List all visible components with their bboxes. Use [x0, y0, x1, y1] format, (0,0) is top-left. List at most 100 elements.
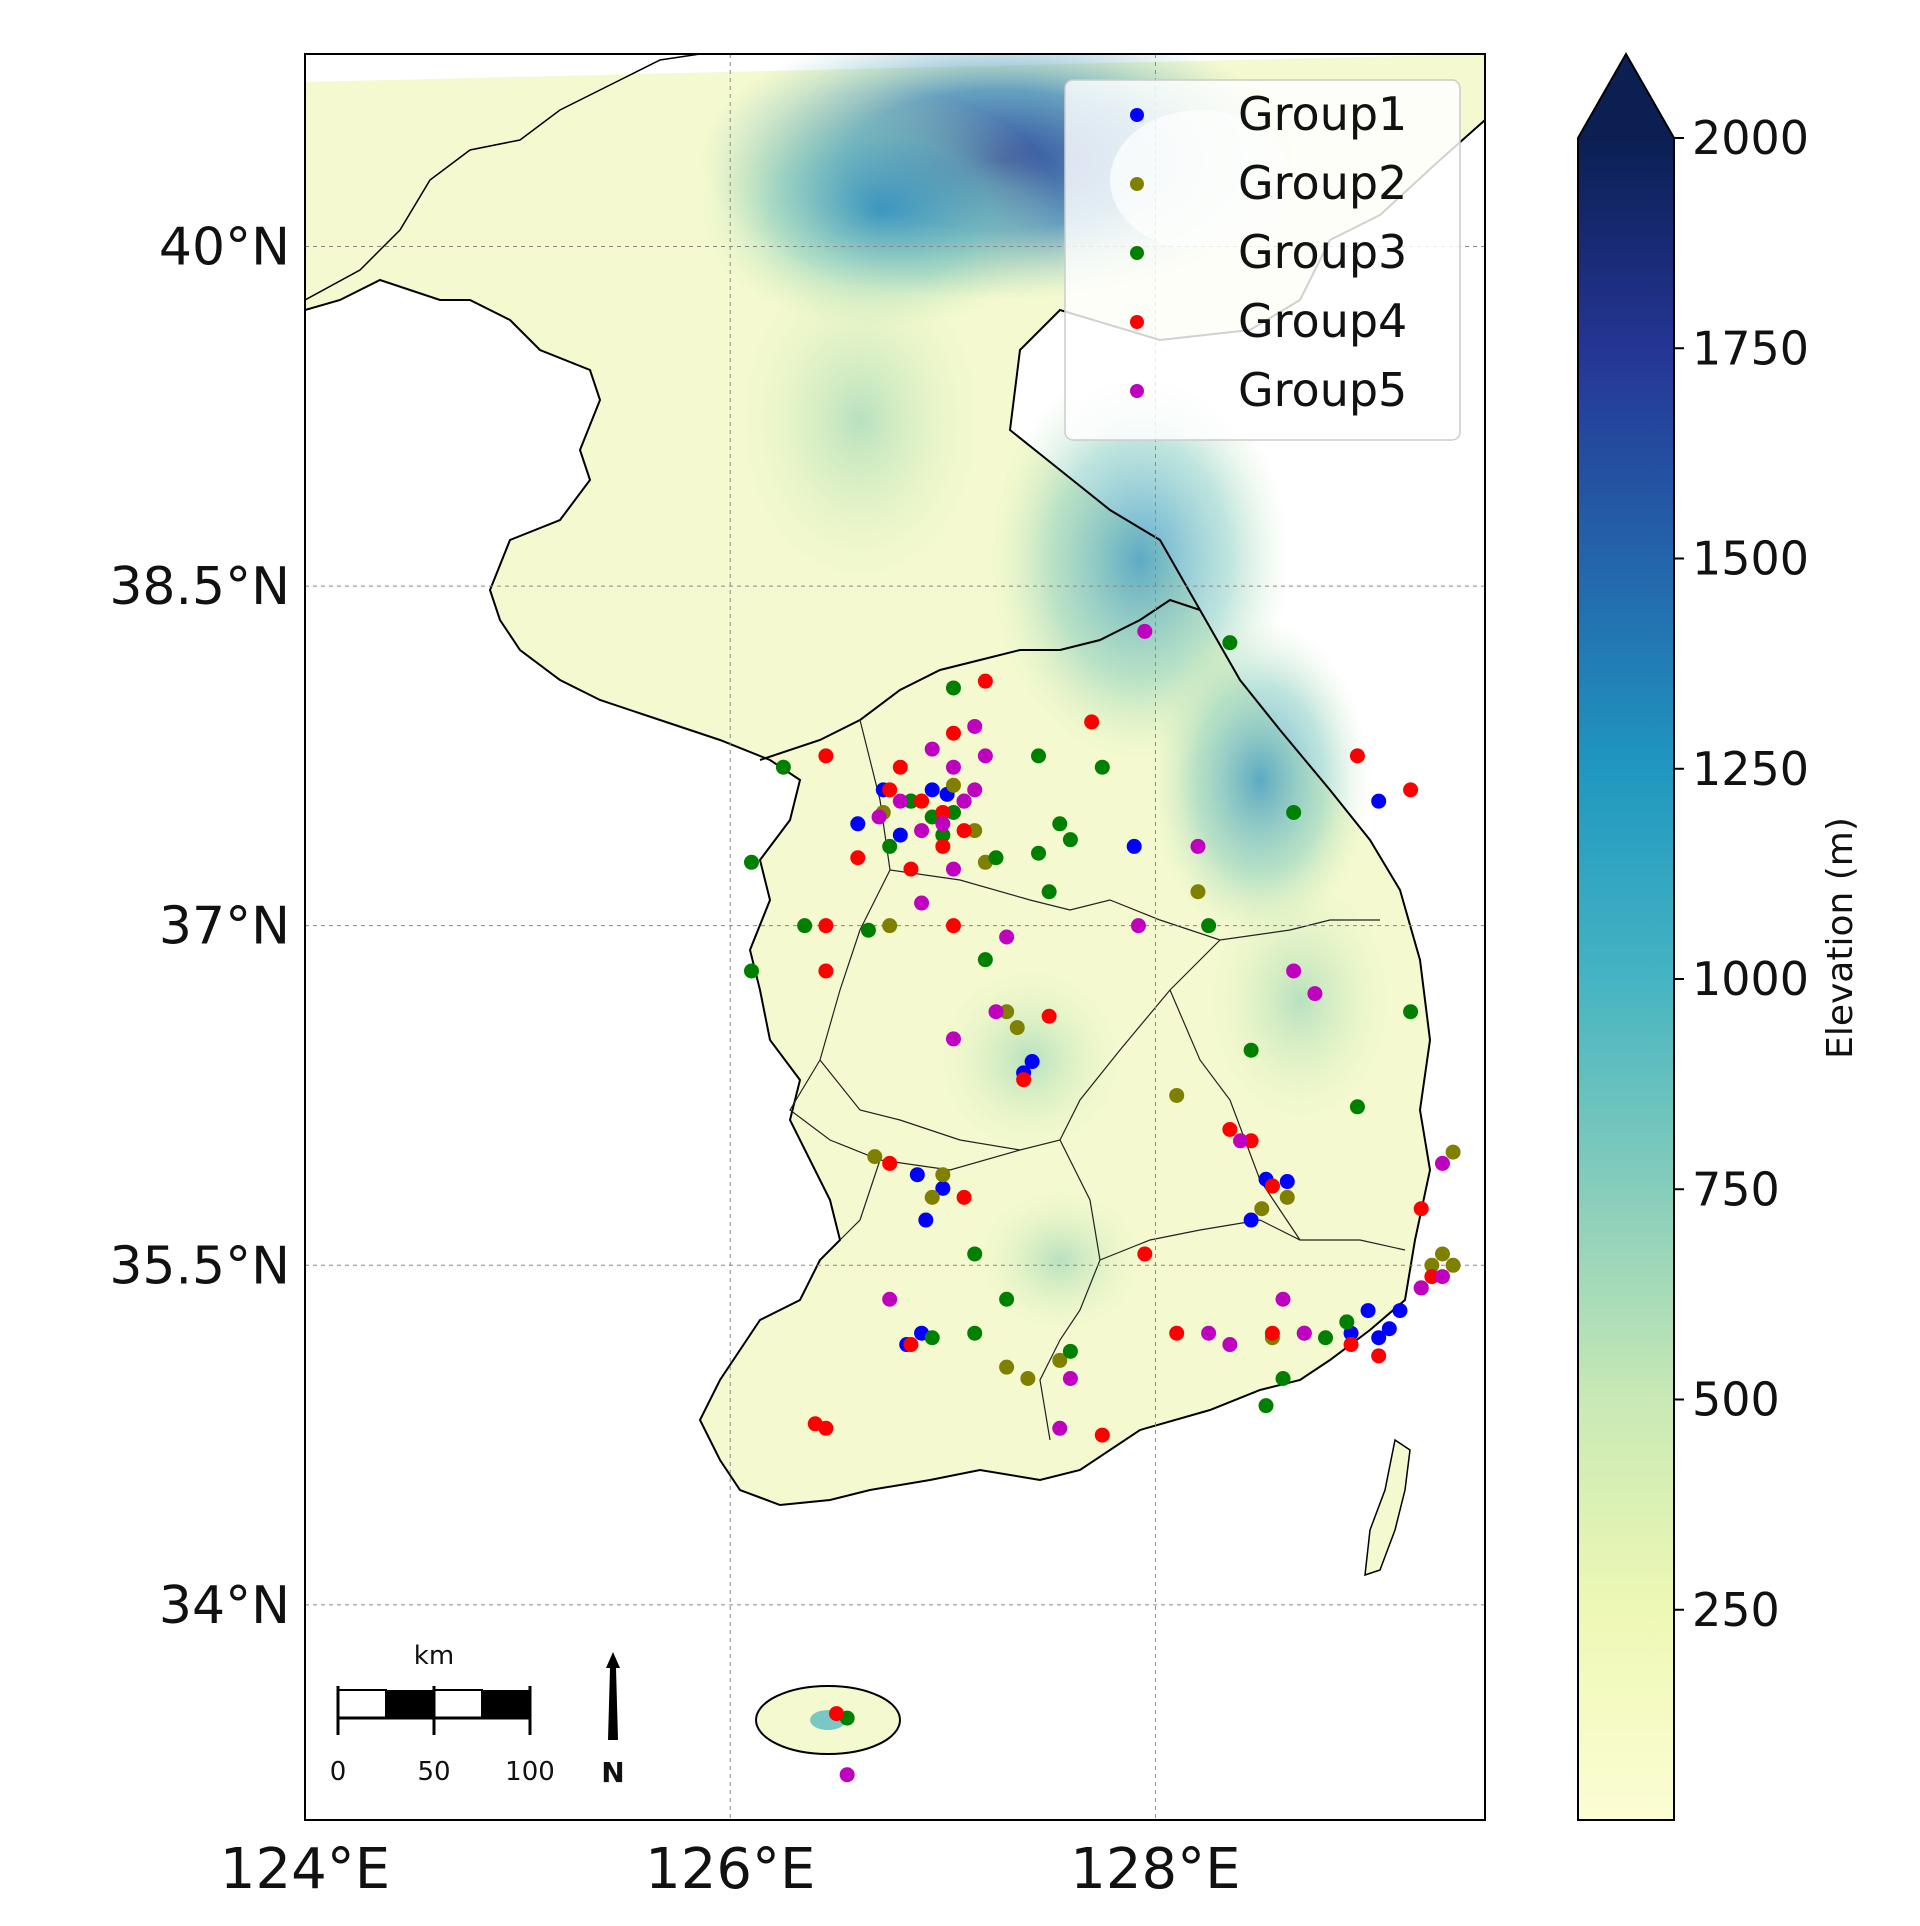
- point-group2: [924, 1189, 940, 1205]
- lat-tick-label: 37°N: [159, 897, 290, 957]
- point-group1: [1126, 838, 1142, 854]
- point-group5: [1413, 1280, 1429, 1296]
- point-group5: [1286, 963, 1302, 979]
- point-group4: [818, 1420, 834, 1436]
- point-group5: [967, 718, 983, 734]
- point-group4: [850, 850, 866, 866]
- point-group3: [999, 1291, 1015, 1307]
- colorbar-tick-label: 1500: [1692, 532, 1809, 586]
- legend-marker: [1130, 108, 1144, 122]
- point-group3: [1041, 884, 1057, 900]
- point-group5: [839, 1767, 855, 1783]
- point-group3: [1052, 816, 1068, 832]
- point-group4: [945, 725, 961, 741]
- dmz-line: [759, 598, 1201, 761]
- point-group5: [1232, 1133, 1248, 1149]
- point-group2: [935, 1167, 951, 1183]
- province-borders: [789, 719, 1406, 1441]
- legend-label: Group4: [1238, 294, 1407, 348]
- point-group5: [1275, 1291, 1291, 1307]
- point-group3: [935, 827, 951, 843]
- point-group4: [818, 918, 834, 934]
- point-group5: [967, 782, 983, 798]
- point-group4: [1169, 1325, 1185, 1341]
- colorbar-tick-label: 2000: [1692, 111, 1809, 165]
- point-group4: [892, 759, 908, 775]
- point-group5: [924, 741, 940, 757]
- point-group5: [977, 748, 993, 764]
- point-group2: [867, 1149, 883, 1165]
- point-group3: [1403, 1004, 1419, 1020]
- point-group1: [1279, 1174, 1295, 1190]
- legend-label: Group3: [1238, 225, 1407, 279]
- point-group3: [977, 952, 993, 968]
- point-group3: [945, 680, 961, 696]
- point-group1: [892, 827, 908, 843]
- point-group4: [1424, 1269, 1440, 1285]
- point-group4: [1084, 714, 1100, 730]
- tsushima-island: [1364, 1438, 1411, 1577]
- lon-tick-label: 126°E: [645, 1837, 815, 1902]
- lat-tick-label: 38.5°N: [109, 557, 290, 617]
- point-group4: [882, 782, 898, 798]
- colorbar: 2000 1750 1500 1250 1000 750 500 250 Elevation …: [1577, 51, 1861, 1821]
- point-group4: [1343, 1337, 1359, 1353]
- point-group2: [1009, 1020, 1025, 1036]
- point-group2: [1424, 1257, 1440, 1273]
- land-north: [305, 54, 1485, 1505]
- colorbar-label: Elevation (m): [1820, 817, 1861, 1059]
- point-group4: [956, 823, 972, 839]
- north-arrow: N: [601, 1652, 625, 1789]
- point-group1: [924, 782, 940, 798]
- point-group1: [918, 1212, 934, 1228]
- point-group3: [1062, 832, 1078, 848]
- colorbar-extend-arrow: [1578, 54, 1674, 138]
- point-group5: [1062, 1371, 1078, 1386]
- point-group4: [903, 861, 919, 877]
- point-group4: [1016, 1072, 1032, 1088]
- point-group2: [999, 1004, 1015, 1020]
- point-group4: [935, 804, 951, 820]
- scale-label-0: 0: [330, 1757, 347, 1787]
- point-group4: [1094, 1427, 1110, 1443]
- point-group4: [1222, 1121, 1238, 1137]
- legend-marker: [1130, 246, 1144, 260]
- point-group5: [1137, 623, 1153, 639]
- point-group5: [945, 861, 961, 877]
- point-group3: [1318, 1330, 1334, 1346]
- point-group3: [1258, 1398, 1274, 1414]
- point-group3: [1062, 1343, 1078, 1359]
- lon-tick-label: 124°E: [220, 1837, 390, 1902]
- point-group5: [1307, 986, 1323, 1002]
- point-group3: [945, 804, 961, 820]
- station-points: [743, 623, 1461, 1783]
- point-group1: [1024, 1054, 1040, 1070]
- north-arrow-icon: [606, 1652, 620, 1740]
- point-group2: [1434, 1246, 1450, 1262]
- point-group5: [914, 895, 930, 911]
- point-group3: [1339, 1314, 1355, 1330]
- point-group5: [1052, 1420, 1068, 1436]
- colorbar-tick-label: 250: [1692, 1583, 1780, 1637]
- lat-tick-label: 40°N: [159, 217, 290, 277]
- point-group2: [1052, 1352, 1068, 1368]
- map-frame: [304, 53, 1486, 1821]
- point-group5: [1130, 918, 1146, 934]
- point-group4: [882, 1155, 898, 1171]
- point-group2: [1169, 1087, 1185, 1103]
- point-group1: [850, 816, 866, 832]
- point-group5: [999, 929, 1015, 945]
- legend-marker: [1130, 384, 1144, 398]
- point-group3: [1286, 804, 1302, 820]
- point-group1: [909, 1167, 925, 1183]
- point-group4: [1243, 1133, 1259, 1149]
- point-group2: [1020, 1371, 1036, 1386]
- legend: Group1 Group2 Group3 Group4 Group5: [1064, 79, 1461, 441]
- point-group3: [967, 1246, 983, 1262]
- point-group3: [988, 850, 1004, 866]
- point-group3: [1349, 1099, 1365, 1115]
- point-group2: [882, 918, 898, 934]
- point-group1: [1360, 1303, 1376, 1319]
- point-group1: [1371, 793, 1387, 809]
- point-group4: [1349, 748, 1365, 764]
